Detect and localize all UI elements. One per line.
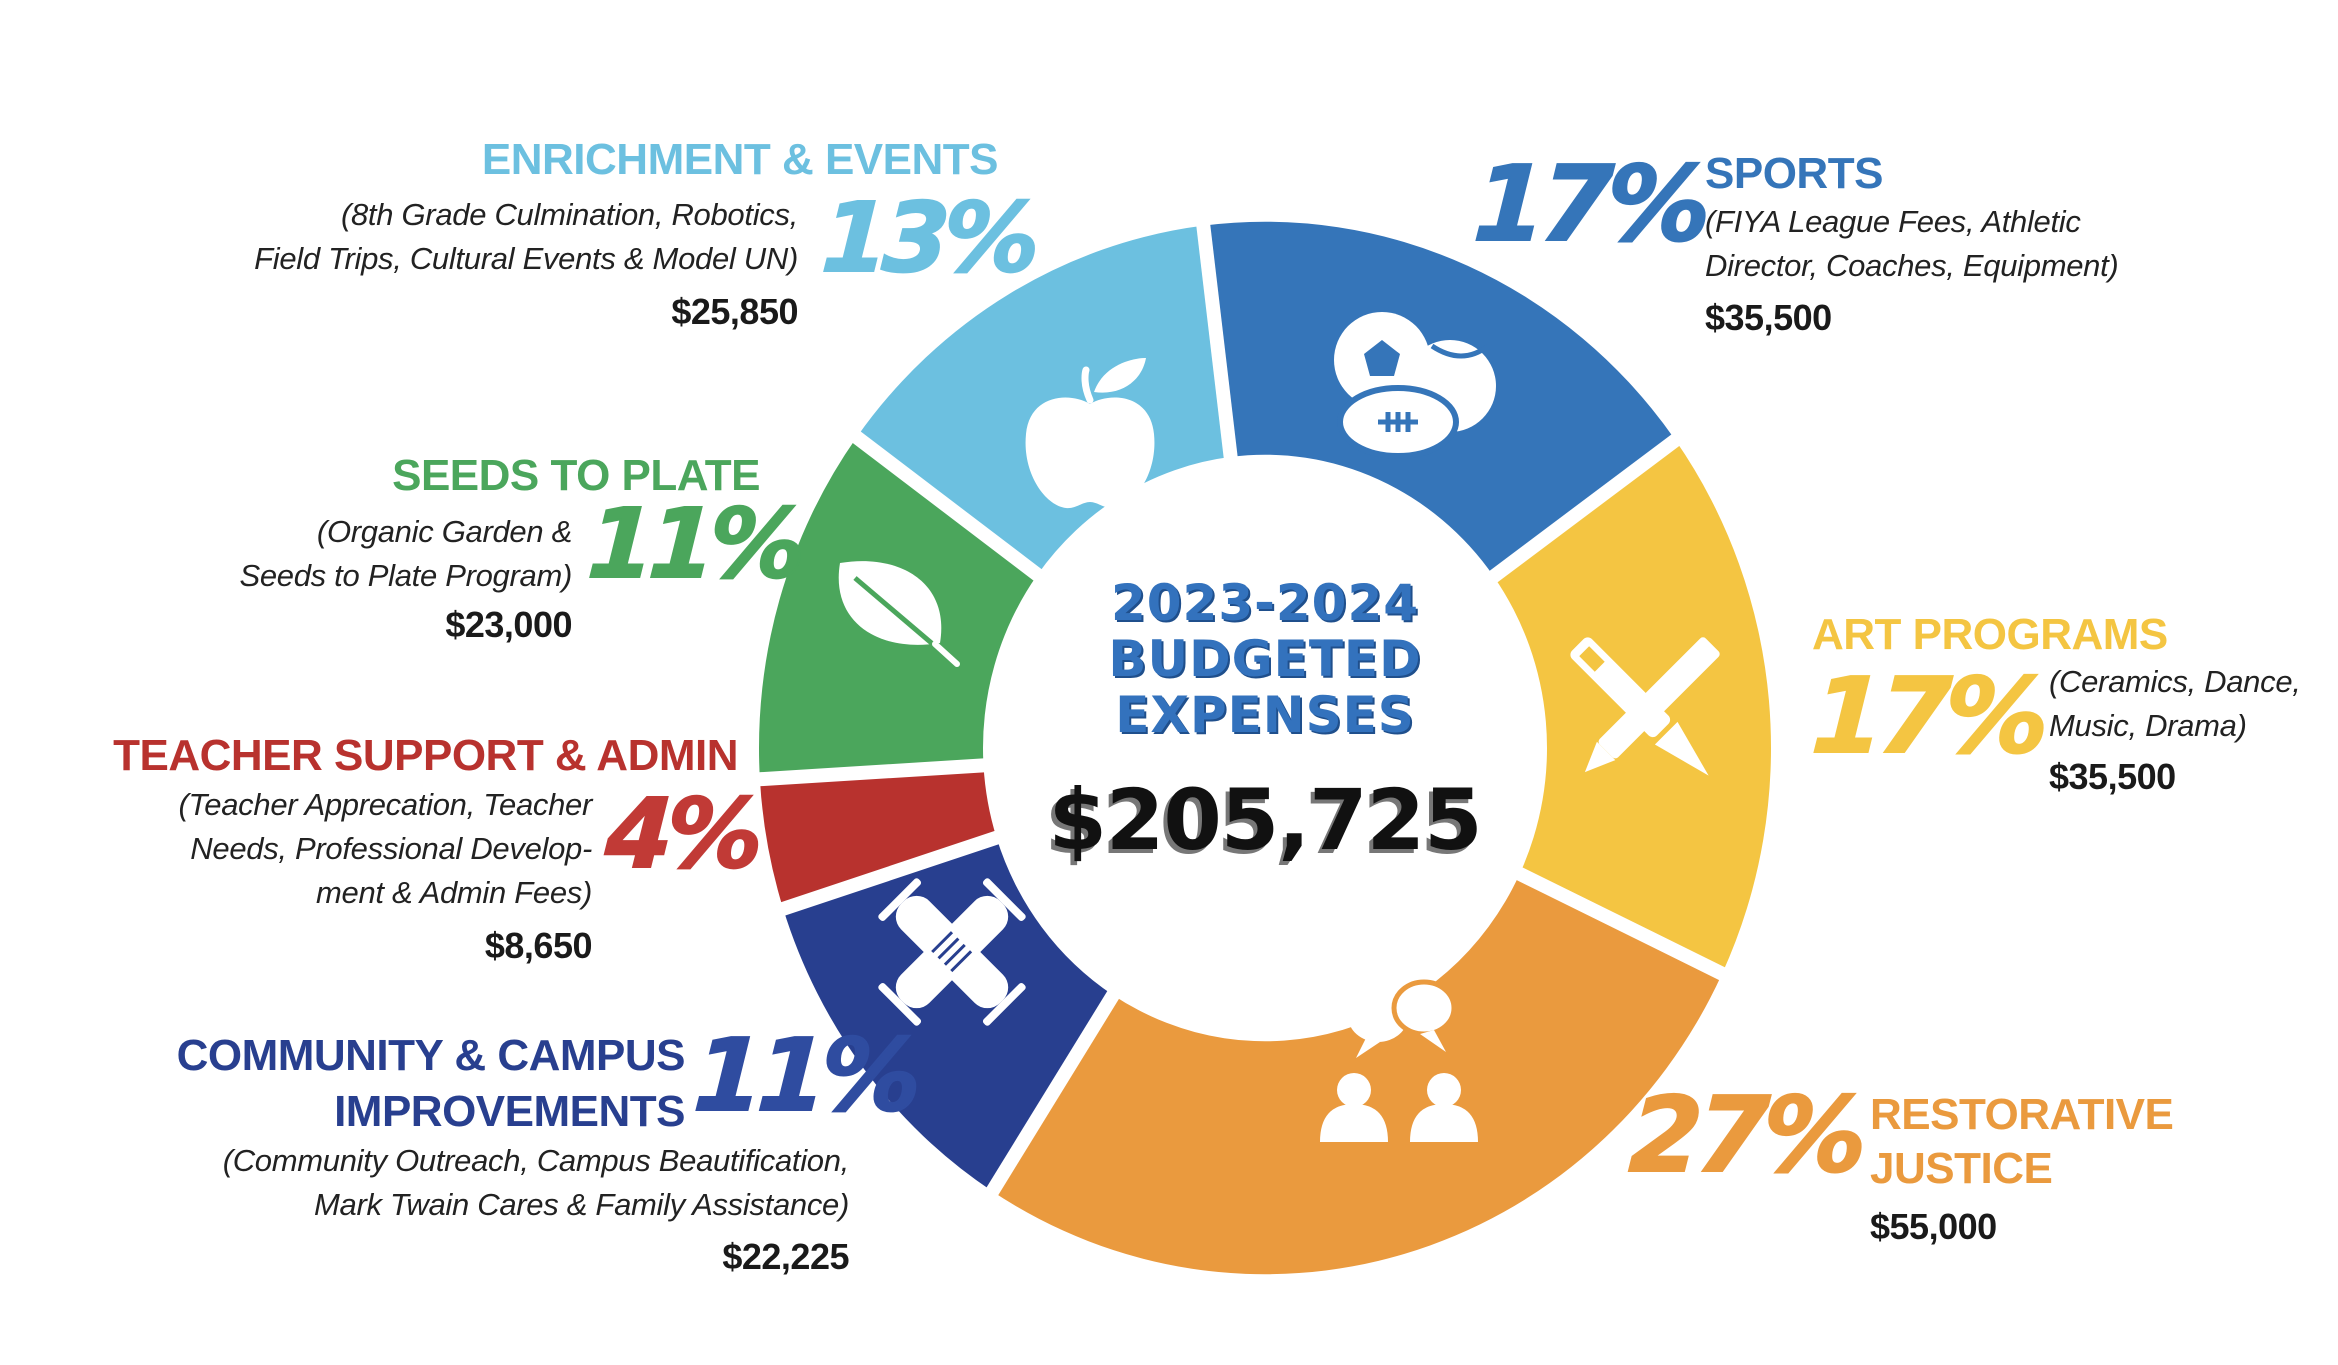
slice-separator [1483, 429, 1687, 587]
enrichment-percent: 13% [818, 181, 1038, 295]
center-title-line-1: 2023-2024 [1110, 574, 1420, 632]
community-desc-line-1: (Community Outreach, Campus Beautificati… [222, 1143, 850, 1178]
art-amount: $35,500 [2049, 756, 2176, 797]
people-conversation-icon [1320, 979, 1478, 1142]
seeds-amount: $23,000 [445, 604, 572, 645]
seeds-title: SEEDS TO PLATE [392, 451, 760, 500]
teacher-amount: $8,650 [484, 925, 593, 966]
teacher-desc-line-2: Needs, Professional Develop- [190, 831, 592, 866]
restorative-title-line-2: JUSTICE [1870, 1144, 2053, 1193]
slice-separator [845, 426, 1049, 586]
donut-slice-teacher [759, 765, 997, 909]
community-percent: 11% [690, 1016, 919, 1135]
teacher-desc-line-3: ment & Admin Fees) [316, 875, 592, 910]
slice-separator [773, 828, 1007, 919]
enrichment-amount: $25,850 [671, 291, 798, 332]
art-title: ART PROGRAMS [1812, 610, 2168, 659]
donut-slice-enrichment [856, 225, 1231, 575]
center-total: $205,725 [1048, 771, 1482, 869]
community-desc-line-2: Mark Twain Cares & Family Assistance) [314, 1187, 849, 1222]
seeds-percent: 11% [584, 487, 804, 601]
sports-percent: 17% [1470, 142, 1709, 266]
enrichment-desc-line-2: Field Trips, Cultural Events & Model UN) [254, 241, 798, 276]
sports-balls-icon [1334, 312, 1496, 459]
art-desc-line-1: (Ceramics, Dance, [2049, 664, 2301, 699]
slice-separator [751, 757, 992, 787]
restorative-title-line-1: RESTORATIVE [1870, 1090, 2174, 1139]
restorative-percent: 27% [1626, 1073, 1865, 1197]
center-title-line-3: EXPENSES [1115, 686, 1415, 744]
art-percent: 17% [1808, 654, 2047, 778]
enrichment-desc-line-1: (8th Grade Culmination, Robotics, [340, 197, 798, 232]
restorative-amount: $55,000 [1870, 1206, 1997, 1247]
sports-desc-line-1: (FIYA League Fees, Athletic [1705, 204, 2081, 239]
apple-icon [1025, 358, 1155, 509]
center-title-line-2: BUDGETED [1108, 630, 1422, 688]
sports-amount: $35,500 [1705, 297, 1832, 338]
sports-desc-line-2: Director, Coaches, Equipment) [1705, 248, 2119, 283]
slice-separator [982, 984, 1124, 1203]
slice-separator [1509, 863, 1733, 984]
teacher-percent: 4% [602, 777, 761, 891]
art-desc-line-2: Music, Drama) [2049, 708, 2247, 743]
community-amount: $22,225 [722, 1236, 849, 1277]
teacher-title: TEACHER SUPPORT & ADMIN [113, 731, 738, 780]
teacher-desc-line-1: (Teacher Apprecation, Teacher [178, 787, 592, 822]
enrichment-title: ENRICHMENT & EVENTS [481, 135, 999, 184]
sports-title: SPORTS [1705, 149, 1883, 198]
leaf-icon [838, 561, 960, 667]
donut-slice-community [783, 837, 1114, 1192]
seeds-desc-line-2: Seeds to Plate Program) [239, 558, 572, 593]
slice-separator [1195, 216, 1239, 466]
pencil-brush-icon [1570, 637, 1720, 776]
community-title-line-1: COMMUNITY & CAMPUS [176, 1031, 686, 1080]
stacked-hands-icon [878, 878, 1026, 1026]
seeds-desc-line-1: (Organic Garden & [316, 514, 572, 549]
community-title-line-2: IMPROVEMENTS [334, 1087, 685, 1136]
